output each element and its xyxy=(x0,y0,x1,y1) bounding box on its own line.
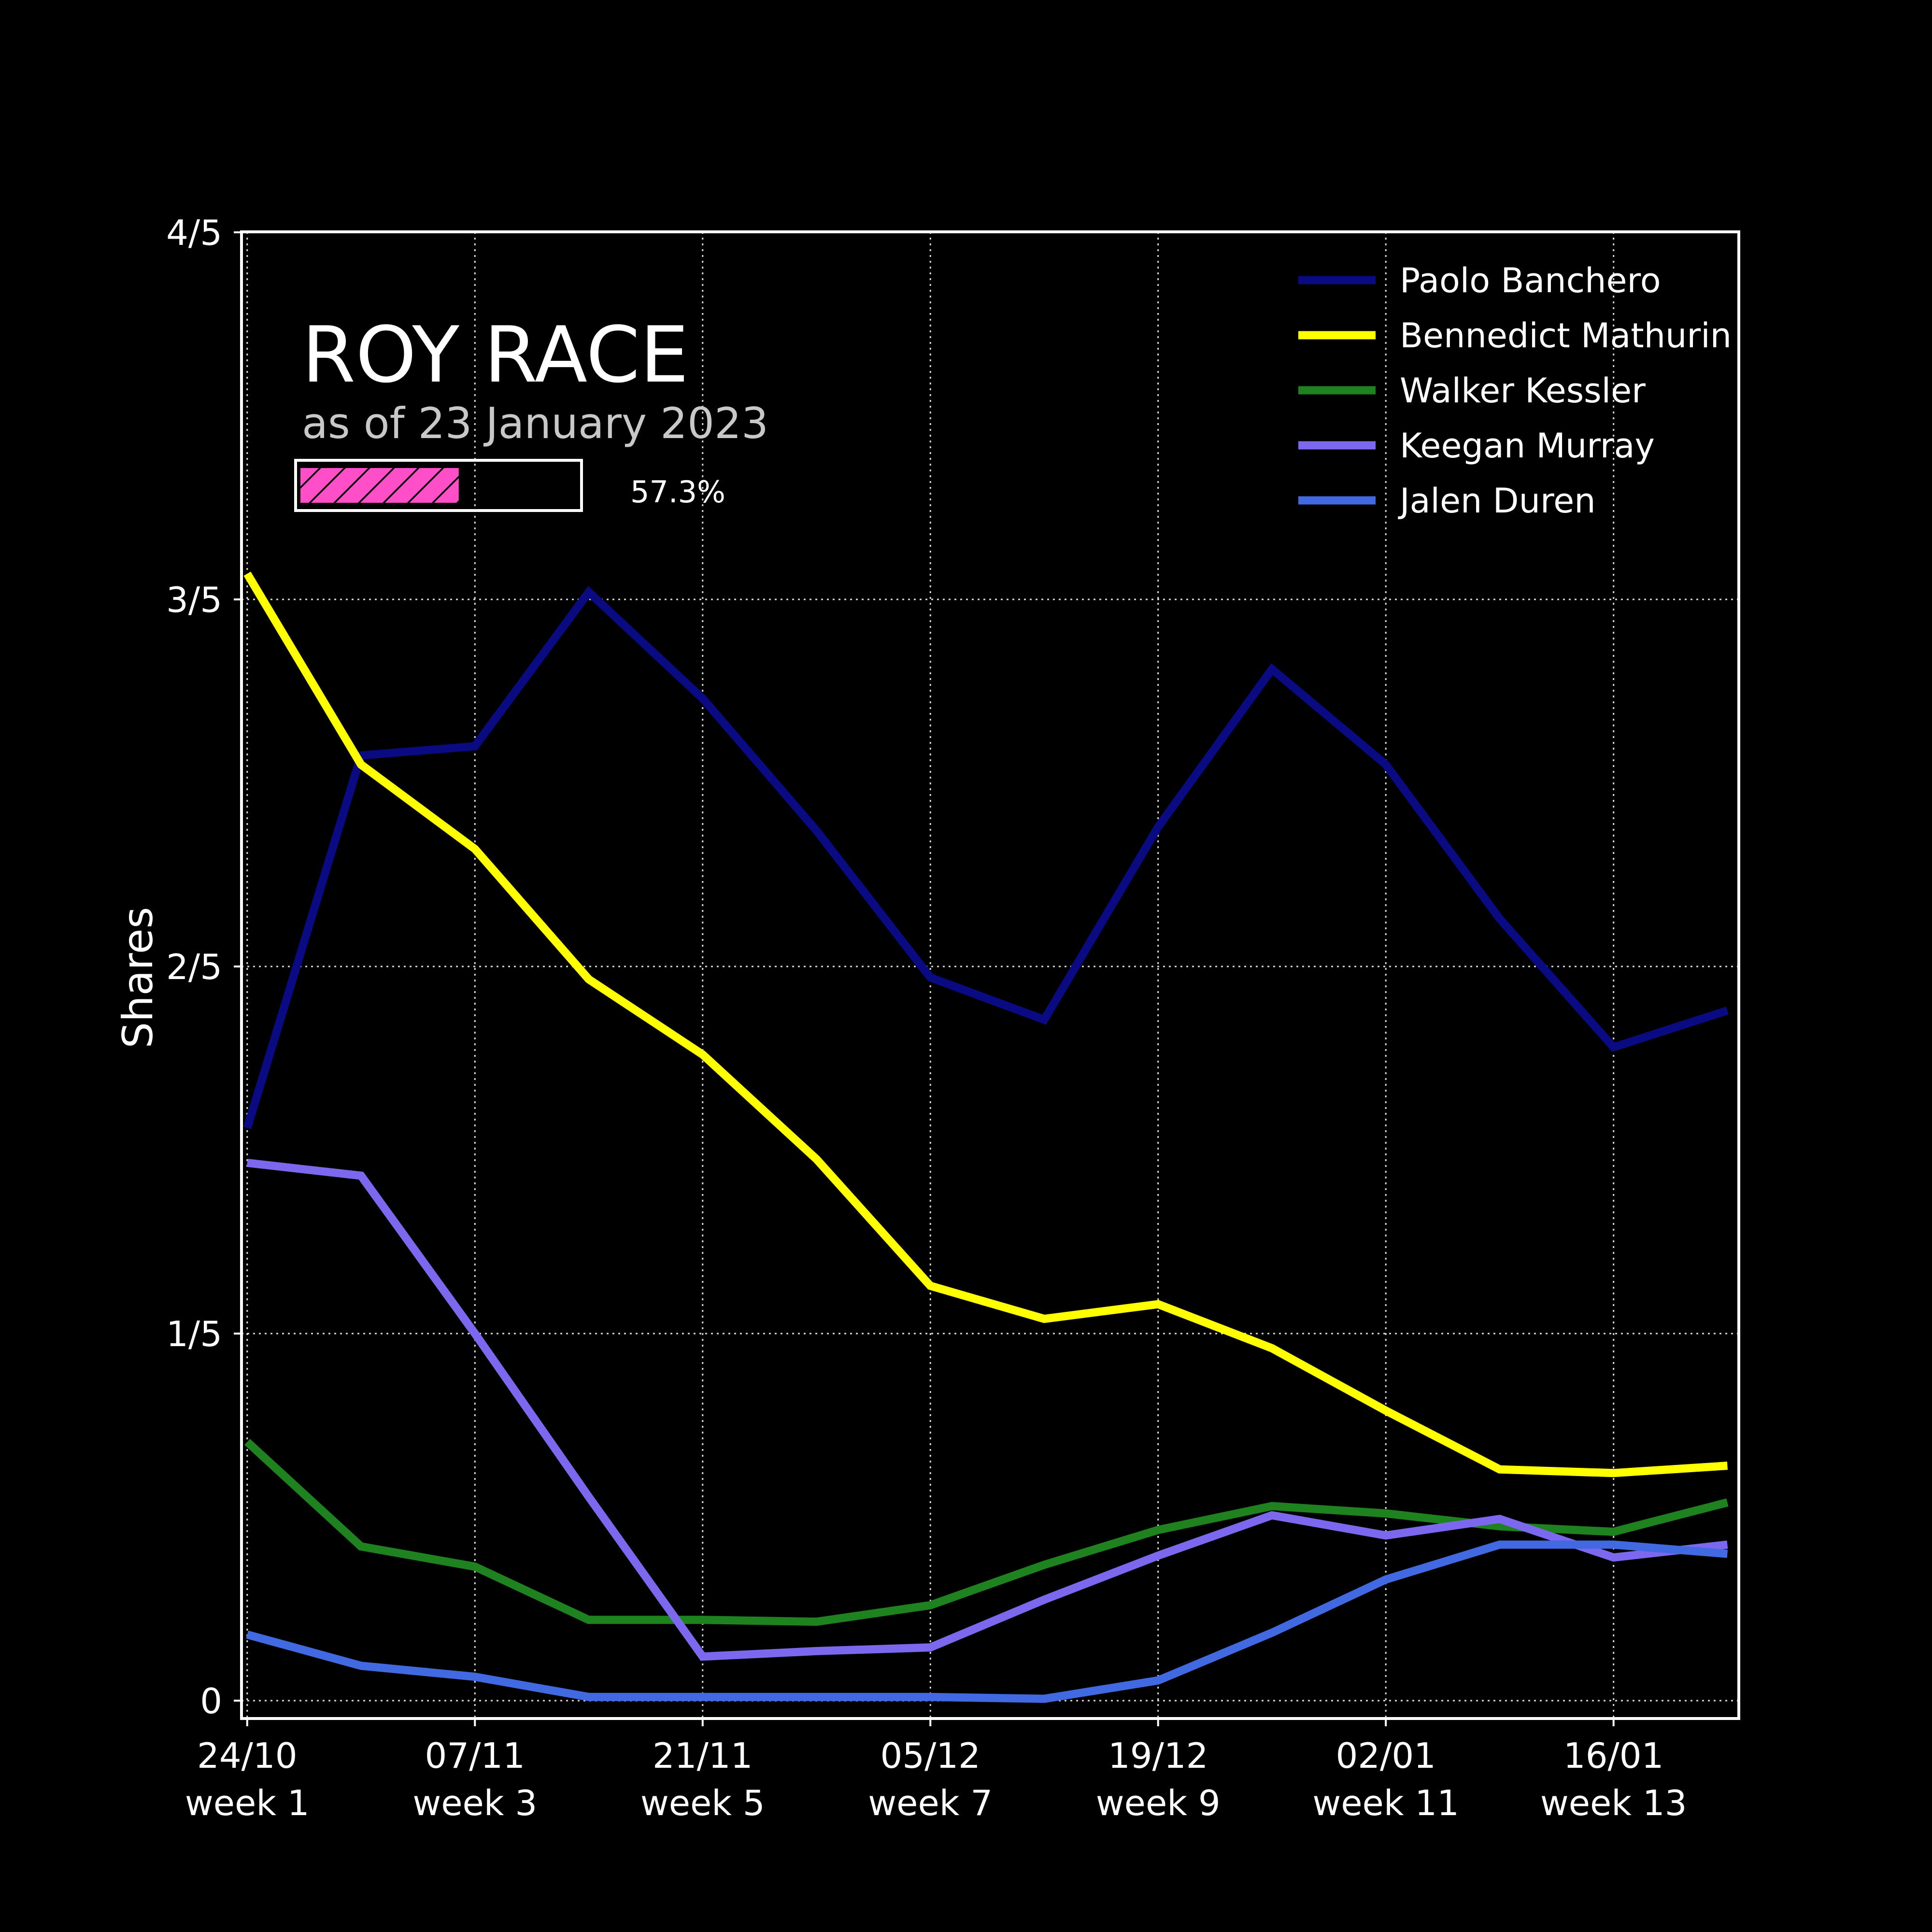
chart-subtitle: as of 23 January 2023 xyxy=(302,398,768,448)
series-line-jalen-duren xyxy=(246,1540,1728,1703)
y-axis-title: Shares xyxy=(114,907,162,1049)
y-tick-label: 2/5 xyxy=(166,947,222,987)
progress-bar xyxy=(294,459,583,512)
progress-label: 57.3% xyxy=(630,474,725,510)
legend-item-bennedict-mathurin: Bennedict Mathurin xyxy=(1298,316,1732,355)
x-tick-label-week: week 7 xyxy=(868,1783,993,1823)
x-tick-label-date: 16/01 xyxy=(1563,1735,1664,1776)
progress-bar-fill xyxy=(300,468,459,503)
x-tick-label-week: week 3 xyxy=(412,1783,537,1823)
legend-label: Walker Kessler xyxy=(1400,371,1646,411)
legend-label: Paolo Banchero xyxy=(1400,261,1661,300)
x-tick-label-date: 05/12 xyxy=(880,1735,980,1776)
x-tick-label-week: week 5 xyxy=(640,1783,765,1823)
x-tick-label-date: 19/12 xyxy=(1108,1735,1208,1776)
legend-item-walker-kessler: Walker Kessler xyxy=(1298,371,1646,411)
series-line-paolo-banchero xyxy=(243,586,1729,1129)
x-tick-label-date: 21/11 xyxy=(653,1735,753,1776)
x-axis-ticks: 24/10 week 1 07/11 week 3 21/11 week 5 05/12 we… xyxy=(185,1719,1687,1823)
legend-item-jalen-duren: Jalen Duren xyxy=(1298,481,1596,521)
x-tick-label-date: 24/10 xyxy=(197,1735,298,1776)
x-tick-label-week: week 9 xyxy=(1096,1783,1221,1823)
x-tick-label-week: week 11 xyxy=(1312,1783,1459,1823)
plot-frame xyxy=(240,230,1740,1720)
y-tick-label: 0 xyxy=(200,1681,222,1721)
x-tick-label-date: 07/11 xyxy=(425,1735,526,1776)
legend-item-paolo-banchero: Paolo Banchero xyxy=(1298,261,1661,300)
legend-label: Bennedict Mathurin xyxy=(1400,316,1732,355)
legend-item-keegan-murray: Keegan Murray xyxy=(1298,426,1655,466)
x-tick-label-date: 02/01 xyxy=(1335,1735,1436,1776)
y-tick-label: 4/5 xyxy=(166,213,222,253)
y-tick-label: 1/5 xyxy=(166,1314,222,1354)
series-line-bennedict-mathurin xyxy=(243,571,1728,1477)
legend-label: Jalen Duren xyxy=(1398,481,1596,521)
x-tick-label-week: week 1 xyxy=(185,1783,310,1823)
y-axis-ticks: 0 1/5 2/5 3/5 4/5 xyxy=(166,213,242,1721)
chart-title: ROY RACE xyxy=(302,310,689,400)
series-lines xyxy=(243,571,1729,1703)
legend-label: Keegan Murray xyxy=(1400,426,1655,466)
title-block: ROY RACE as of 23 January 2023 57.3% xyxy=(294,310,768,512)
legend: Paolo Banchero Bennedict Mathurin Walker K… xyxy=(1298,261,1732,521)
y-tick-label: 3/5 xyxy=(166,580,222,620)
x-tick-label-week: week 13 xyxy=(1540,1783,1687,1823)
series-line-keegan-murray xyxy=(246,1159,1728,1661)
